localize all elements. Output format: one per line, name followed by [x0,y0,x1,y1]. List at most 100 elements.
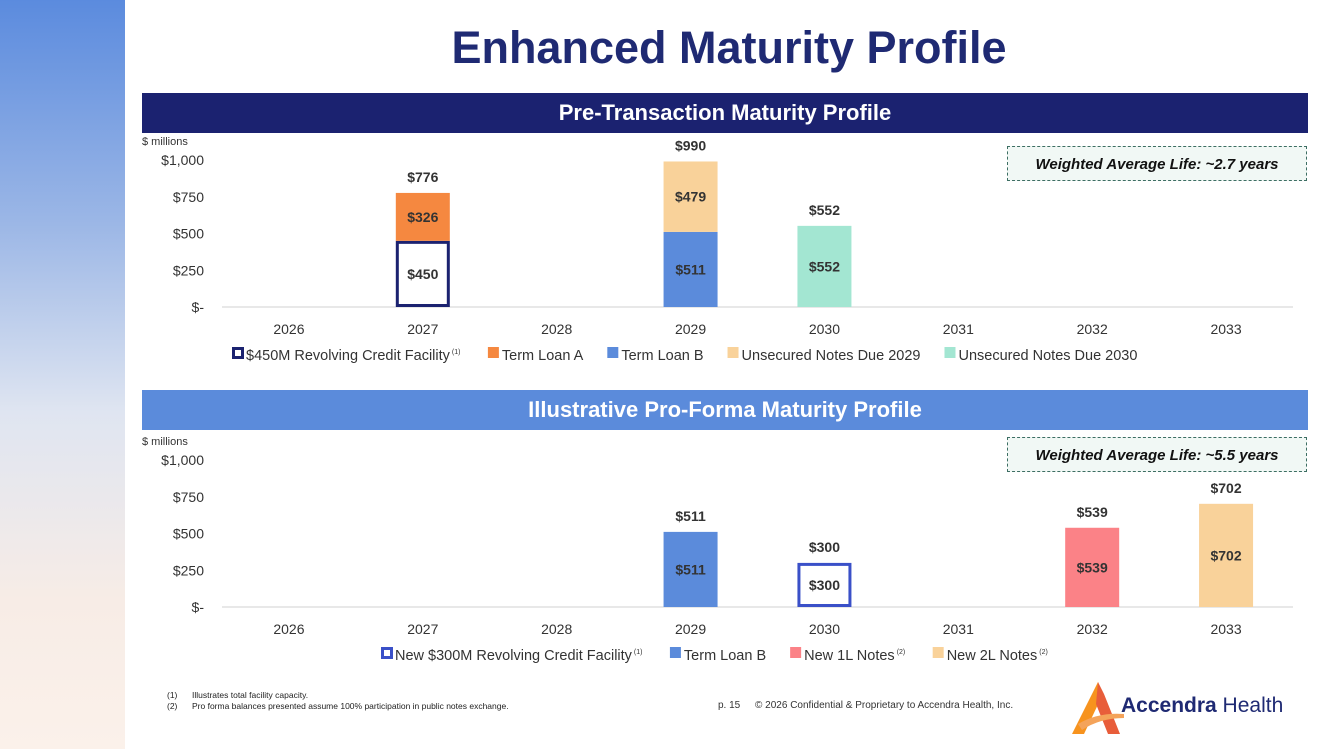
total-label: $702 [1210,480,1241,496]
data-label: $450 [407,266,438,282]
unit-label: $ millions [142,136,188,148]
weighted-average-life-note-pro-forma: Weighted Average Life: ~5.5 years [1007,437,1307,472]
legend-label: Term Loan B [621,348,703,364]
legend-label: Unsecured Notes Due 2029 [742,348,921,364]
legend-item-term-loan-b: Term Loan B [669,647,766,664]
x-tick-label: 2032 [1077,621,1108,637]
y-tick-label: $250 [173,262,204,278]
y-tick-label: $750 [173,489,204,505]
pre-transaction-chart: $ millions $- $250 $500 $750 $1,000 2026 2027 20… [142,136,1293,364]
x-tick-label: 2026 [273,621,304,637]
legend-label: New 2L Notes [947,648,1038,664]
copyright-text: © 2026 Confidential & Proprietary to Acc… [755,700,1014,711]
legend-label: Term Loan A [502,348,584,364]
y-tick-label: $750 [173,189,204,205]
legend-item-450m-revolving-credit-facility: $450M Revolving Credit Facility (1) [232,347,461,364]
legend-label: New $300M Revolving Credit Facility [395,648,633,664]
data-label: $511 [675,561,706,577]
data-label: $539 [1077,559,1108,575]
x-tick-label: 2027 [407,621,438,637]
data-label: $479 [675,189,706,205]
total-label: $552 [809,202,840,218]
total-label: $511 [675,508,706,524]
x-tick-label: 2027 [407,321,438,337]
x-tick-label: 2033 [1210,621,1241,637]
x-tick-label: 2032 [1077,321,1108,337]
legend-item-new-1l-notes: New 1L Notes (2) [790,647,905,664]
bar-term-loan-b-2029 [663,531,718,607]
data-label: $511 [675,261,706,277]
y-tick-label: $500 [173,226,204,242]
legend-swatch [232,347,244,359]
legend-item-unsecured-notes-due-2030: Unsecured Notes Due 2030 [944,347,1137,364]
legend-swatch [932,647,944,658]
legend-swatch [727,347,739,358]
x-tick-label: 2029 [675,321,706,337]
legend-item-term-loan-b: Term Loan B [607,347,704,364]
y-tick-label: $- [192,599,205,615]
legend-item-unsecured-notes-due-2029: Unsecured Notes Due 2029 [727,347,921,364]
company-logo: Accendra Health [1068,678,1298,738]
legend-footnote: (2) [1039,649,1048,656]
y-tick-label: $250 [173,562,204,578]
footnote-2: (2) Pro forma balances presented assume 1… [167,701,509,711]
bar-term-loan-b-2029 [663,231,718,307]
x-tick-label: 2031 [943,321,974,337]
legend-item-term-loan-a: Term Loan A [487,347,584,364]
legend-label: Term Loan B [684,648,766,664]
y-tick-label: $1,000 [161,152,204,168]
x-tick-label: 2028 [541,321,572,337]
chart-title-pro-forma: Illustrative Pro-Forma Maturity Profile [142,390,1308,430]
total-label: $990 [675,137,706,153]
legend-label: $450M Revolving Credit Facility [246,348,451,364]
y-tick-label: $- [192,299,205,315]
chart-title-pre-transaction: Pre-Transaction Maturity Profile [142,93,1308,133]
legend-label: New 1L Notes [804,648,895,664]
page-number: p. 15 [718,700,741,711]
footnote-1: (1) Illustrates total facility capacity. [167,690,309,700]
bar-new-1l-notes-2032 [1065,527,1120,607]
bar-450m-revolving-credit-facility-2027 [395,240,450,307]
page-title: Enhanced Maturity Profile [451,22,1007,73]
legend-swatch [381,647,393,659]
x-tick-label: 2030 [809,321,840,337]
data-label: $552 [809,258,840,274]
data-label: $326 [407,209,438,225]
x-tick-label: 2026 [273,321,304,337]
legend-label: Unsecured Notes Due 2030 [958,348,1137,364]
weighted-average-life-note-pre: Weighted Average Life: ~2.7 years [1007,146,1307,181]
legend-swatch [487,347,499,358]
legend-item-new-2l-notes: New 2L Notes (2) [932,647,1048,664]
x-tick-label: 2029 [675,621,706,637]
y-tick-label: $500 [173,526,204,542]
legend-footnote: (1) [634,649,643,656]
data-label: $702 [1210,547,1241,563]
legend: $450M Revolving Credit Facility (1) Term L… [232,347,1137,364]
legend-footnote: (2) [897,649,906,656]
bar-new-300m-revolving-credit-facility-2030 [797,562,852,607]
legend-swatch [669,647,681,658]
bar-unsecured-notes-due-2030-2030 [797,225,852,307]
legend-item-new-300m-revolving-credit-facility: New $300M Revolving Credit Facility (1) [381,647,643,664]
x-tick-label: 2030 [809,621,840,637]
bar-term-loan-a-2027 [395,192,450,241]
legend-swatch [944,347,956,358]
bar-unsecured-notes-due-2029-2029 [663,161,718,232]
legend-swatch [607,347,619,358]
data-label: $300 [809,577,840,593]
total-label: $776 [407,169,438,185]
unit-label: $ millions [142,436,188,448]
legend: New $300M Revolving Credit Facility (1) Te… [381,647,1048,664]
pro-forma-chart: $ millions $- $250 $500 $750 $1,000 2026 2027 20… [142,436,1293,664]
x-tick-label: 2028 [541,621,572,637]
footnotes: (1) Illustrates total facility capacity. … [167,690,509,712]
page-footer: p. 15 © 2026 Confidential & Proprietary … [718,700,1013,711]
logo-wordmark: Accendra Health [1121,694,1284,717]
side-gradient-band [0,0,125,749]
total-label: $539 [1077,504,1108,520]
legend-footnote: (1) [452,349,461,356]
x-tick-label: 2031 [943,621,974,637]
total-label: $300 [809,539,840,555]
legend-swatch [790,647,802,658]
x-tick-label: 2033 [1210,321,1241,337]
